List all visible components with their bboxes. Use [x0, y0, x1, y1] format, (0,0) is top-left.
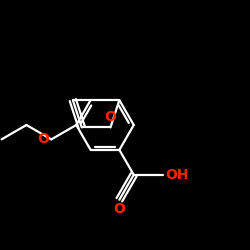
Text: O: O: [37, 132, 49, 146]
Text: O: O: [104, 110, 117, 124]
Text: OH: OH: [165, 168, 188, 182]
Text: O: O: [114, 202, 125, 216]
